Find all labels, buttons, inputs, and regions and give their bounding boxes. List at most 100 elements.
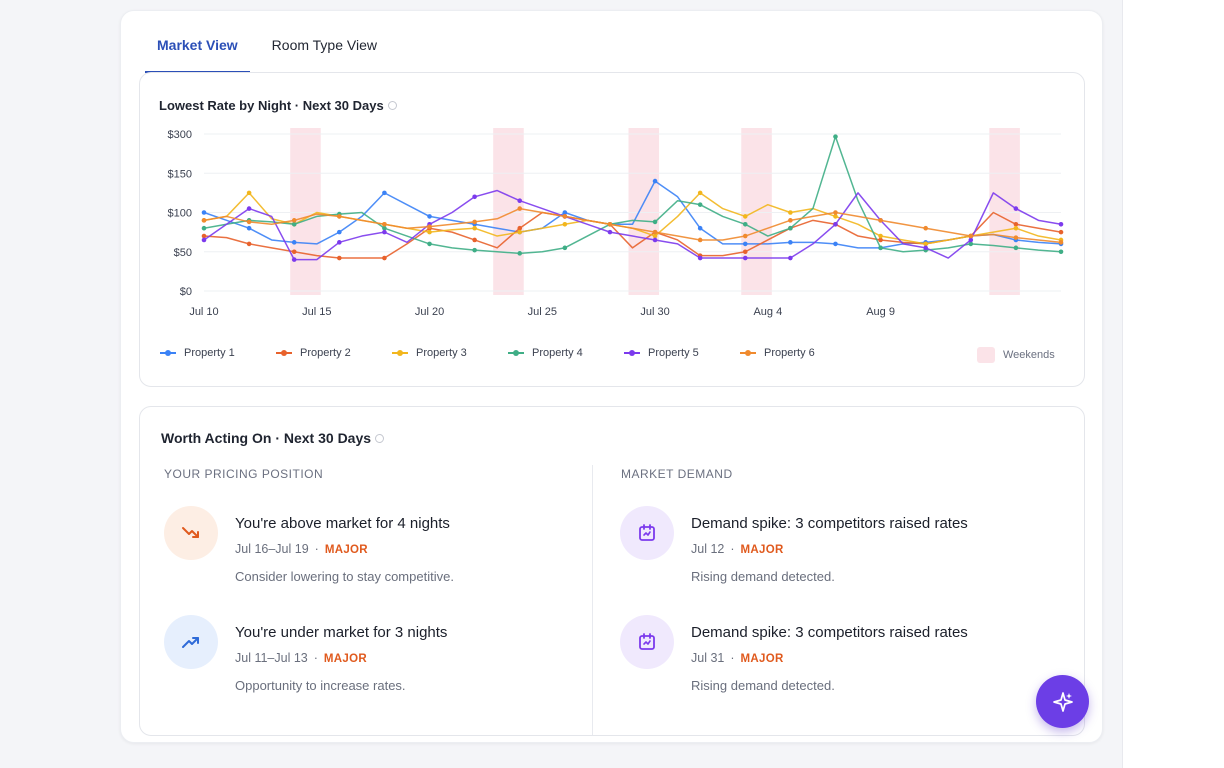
x-tick-label: Jul 30 <box>640 306 669 318</box>
data-point <box>742 249 748 255</box>
data-point <box>697 190 703 196</box>
legend-swatch <box>508 350 524 356</box>
data-point <box>427 214 432 219</box>
data-point <box>923 225 928 231</box>
legend-item-property-1[interactable]: Property 1 <box>160 347 235 359</box>
data-point <box>1013 245 1019 251</box>
data-point <box>1058 249 1064 255</box>
market-demand-heading: MARKET DEMAND <box>621 467 733 481</box>
data-point <box>1058 221 1064 227</box>
legend-swatch <box>740 350 756 356</box>
insight-under-market[interactable]: You're under market for 3 nights Jul 11–… <box>164 615 584 705</box>
insight-dates: Jul 12 <box>691 542 725 556</box>
legend-item-property-2[interactable]: Property 2 <box>276 347 351 359</box>
data-point <box>337 214 342 219</box>
tab-room-type-view[interactable]: Room Type View <box>271 37 377 53</box>
data-point <box>472 237 477 243</box>
legend-item-property-6[interactable]: Property 6 <box>740 347 815 359</box>
data-point <box>291 249 297 255</box>
legend-item-property-5[interactable]: Property 5 <box>624 347 699 359</box>
separator: · <box>313 651 318 665</box>
data-point <box>833 214 838 219</box>
insight-demand-spike-2[interactable]: Demand spike: 3 competitors raised rates… <box>620 615 1040 705</box>
data-point <box>923 245 928 251</box>
calendar-icon <box>620 506 674 560</box>
x-tick-label: Jul 25 <box>528 306 557 318</box>
trend-down-icon <box>164 506 218 560</box>
severity-badge: MAJOR <box>323 653 367 665</box>
data-point <box>201 218 207 223</box>
data-point <box>291 221 297 227</box>
data-point <box>697 237 703 243</box>
insight-meta: Jul 11–Jul 13 · MAJOR <box>235 651 367 665</box>
insight-meta: Jul 12 · MAJOR <box>691 542 784 556</box>
tab-market-view[interactable]: Market View <box>145 31 250 73</box>
data-point <box>472 247 477 253</box>
data-point <box>382 229 387 235</box>
legend-item-property-4[interactable]: Property 4 <box>508 347 583 359</box>
data-point <box>607 221 613 227</box>
legend-item-property-3[interactable]: Property 3 <box>392 347 467 359</box>
data-point <box>968 241 974 247</box>
info-icon[interactable] <box>375 434 385 443</box>
data-point <box>1013 235 1019 240</box>
legend-item-weekends: Weekends <box>977 347 1055 363</box>
data-point <box>562 221 568 227</box>
insight-above-market[interactable]: You're above market for 4 nights Jul 16–… <box>164 506 584 596</box>
data-point <box>337 240 342 245</box>
data-point <box>246 219 252 225</box>
data-point <box>878 218 883 223</box>
data-point <box>427 229 432 235</box>
series-line-property-4 <box>203 135 1062 255</box>
severity-badge: MAJOR <box>740 653 784 665</box>
x-tick-label: Jul 10 <box>189 306 218 318</box>
data-point <box>517 229 523 235</box>
insight-dates: Jul 11–Jul 13 <box>235 651 308 665</box>
data-point <box>652 237 658 243</box>
data-point <box>878 245 883 251</box>
rate-line-chart: $300 $150 $100 $50 $0 Jul 10 Jul 15 Jul 20 Jul 2… <box>168 128 1064 318</box>
data-point <box>833 134 838 139</box>
data-point <box>697 202 703 207</box>
data-point <box>968 233 974 239</box>
severity-badge: MAJOR <box>740 544 784 556</box>
data-point <box>607 229 613 235</box>
data-point <box>517 225 523 231</box>
x-tick-label: Aug 4 <box>753 306 782 318</box>
data-point <box>833 241 838 247</box>
legend-swatch <box>160 350 176 356</box>
legend-swatch <box>276 350 292 356</box>
column-divider <box>592 465 593 735</box>
data-point <box>201 210 207 215</box>
data-point <box>201 225 207 231</box>
data-point <box>788 218 793 223</box>
data-point <box>562 214 568 219</box>
data-point <box>382 190 387 196</box>
data-point <box>246 190 252 196</box>
insight-title: Demand spike: 3 competitors raised rates <box>691 624 968 641</box>
ai-assistant-button[interactable] <box>1036 675 1089 728</box>
data-point <box>923 241 928 247</box>
weekend-band <box>290 128 321 295</box>
data-point <box>1058 229 1064 235</box>
legend-label: Property 6 <box>764 347 815 359</box>
insight-meta: Jul 16–Jul 19 · MAJOR <box>235 542 368 556</box>
data-point <box>742 241 748 247</box>
calendar-icon <box>620 615 674 669</box>
data-point <box>742 255 748 261</box>
severity-badge: MAJOR <box>324 544 368 556</box>
legend-label: Property 1 <box>184 347 235 359</box>
data-point <box>246 225 252 231</box>
data-point <box>697 255 703 261</box>
data-point <box>517 206 523 211</box>
info-icon[interactable] <box>387 101 397 110</box>
data-point <box>788 240 793 245</box>
data-point <box>652 229 658 235</box>
y-tick-label: $100 <box>168 208 192 220</box>
data-point <box>742 214 748 219</box>
insight-demand-spike-1[interactable]: Demand spike: 3 competitors raised rates… <box>620 506 1040 596</box>
data-point <box>246 206 252 211</box>
data-point <box>472 194 477 200</box>
legend-label: Property 4 <box>532 347 583 359</box>
data-point <box>878 237 883 243</box>
